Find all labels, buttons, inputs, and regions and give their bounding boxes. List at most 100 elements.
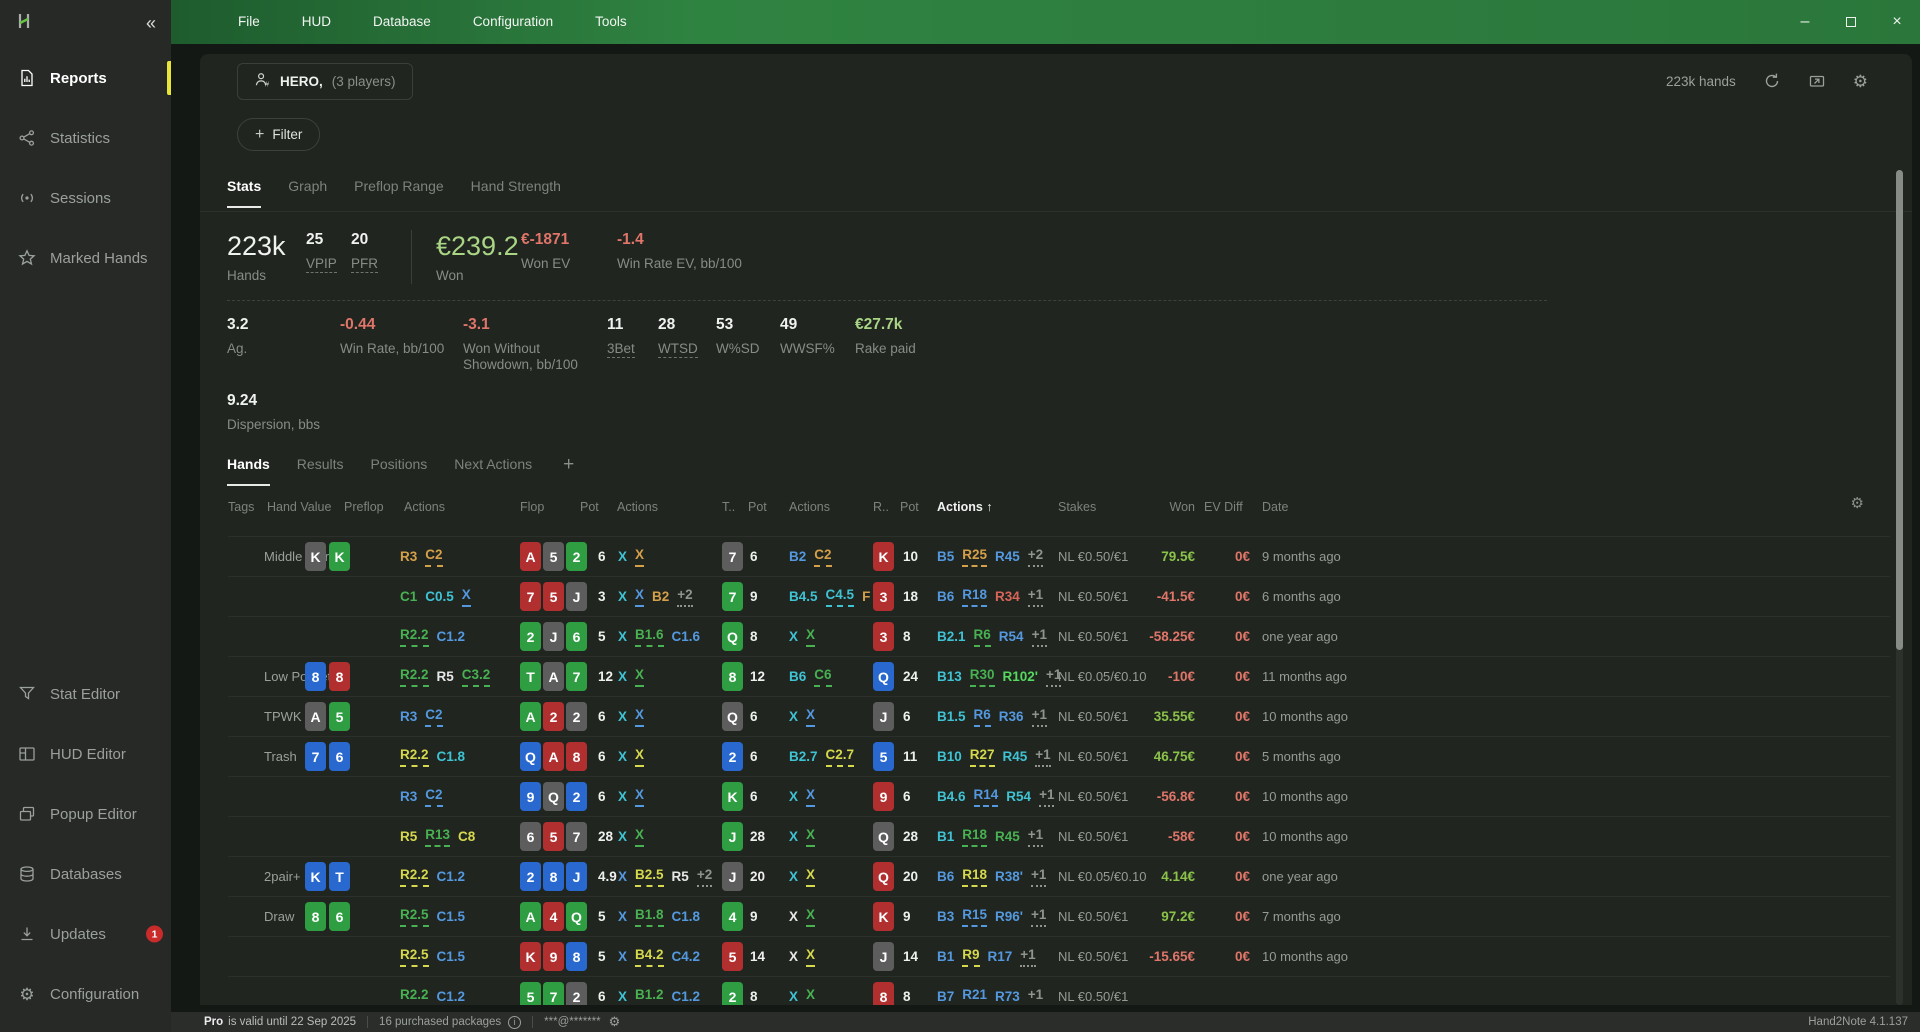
sidebar-item-stat-editor[interactable]: Stat Editor [0,664,171,724]
table-row[interactable]: Trash 7 6 R2.2 C1.8 Q A 8 6 X X 2 6 B2.7 C2.7 5 11 B10 R27… [228,737,1890,777]
account-settings-gear-icon[interactable]: ⚙ [608,1014,621,1029]
column-header-actions[interactable]: Actions [617,500,658,514]
stat-label: Won [436,268,464,283]
column-header-pot[interactable]: Pot [900,500,919,514]
menu-item-tools[interactable]: Tools [595,14,627,29]
sidebar-item-marked-hands[interactable]: Marked Hands [0,228,171,288]
card-Ks: K [305,542,326,571]
menu-item-file[interactable]: File [238,14,260,29]
filter-button[interactable]: + Filter [237,118,321,151]
action-token: C1.5 [436,909,466,924]
column-header-pot[interactable]: Pot [580,500,599,514]
sidebar-item-hud-editor[interactable]: HUD Editor [0,724,171,784]
table-tab-next-actions[interactable]: Next Actions [454,456,533,472]
menu-item-database[interactable]: Database [373,14,431,29]
action-token: B1 [937,949,955,964]
tab-hand-strength[interactable]: Hand Strength [470,178,561,194]
table-row[interactable]: R5 R13 C8 6 5 7 28 X X J 28 X X Q 28 B1 R18 R45 +1 NL €0.50… [228,817,1890,857]
table-row[interactable]: R2.2 C1.2 5 7 2 6 X B1.2 C1.2 2 8 X X 8 8 B7 R21 R73 +1 NL … [228,977,1890,1005]
column-header-hand-value[interactable]: Hand Value [267,500,332,514]
action-token: X [635,547,645,567]
table-row[interactable]: Low Pockets 8 8 R2.2 R5 C3.2 T A 7 12 X X 8 12 B6 C6 Q 24… [228,657,1890,697]
card-5h: 5 [722,942,743,971]
minimize-icon[interactable]: – [1800,13,1810,30]
column-header-stakes[interactable]: Stakes [1058,500,1097,514]
stat-label[interactable]: PFR [351,256,378,273]
action-token: R45 [1002,749,1028,764]
column-header-tags[interactable]: Tags [228,500,255,514]
won-amount: 4.14€ [1161,869,1195,884]
column-header-won[interactable]: Won [1169,500,1195,514]
tab-graph[interactable]: Graph [288,178,328,194]
column-header-flop[interactable]: Flop [520,500,545,514]
table-row[interactable]: R2.2 C1.2 2 J 6 5 X B1.6 C1.6 Q 8 X X 3 8 B2.1 R6 R54 +1 NL… [228,617,1890,657]
menu-item-configuration[interactable]: Configuration [472,14,554,29]
report-header-controls: 223k hands ⚙ [1666,72,1868,90]
table-row[interactable]: Draw 8 6 R2.5 C1.5 A 4 Q 5 X B1.8 C1.8 4 9 X X K 9 B3 R15 R9… [228,897,1890,937]
sidebar-tools-nav: Stat Editor HUD Editor Popup Editor Databas… [0,664,171,1024]
hand-tag: Trash [264,749,297,764]
column-header-actions[interactable]: Actions [404,500,445,514]
card-Qc: Q [722,622,743,651]
flop-pot: 6 [598,749,606,764]
column-header-pot[interactable]: Pot [748,500,767,514]
table-row[interactable]: C1 C0.5 X 7 5 J 3 X X B2 +2 7 9 B4.5 C4.5 F 3 18 B6 R18 R34 +… [228,577,1890,617]
sidebar-item-popup-editor[interactable]: Popup Editor [0,784,171,844]
tab-stats[interactable]: Stats [227,178,262,208]
card-Td: T [329,862,350,891]
action-token: F [862,589,871,604]
report-settings-gear-icon[interactable]: ⚙ [1852,71,1868,91]
sidebar-collapse-icon[interactable]: « [145,12,156,33]
account-label[interactable]: ***@******* [544,1016,601,1028]
column-header-actions[interactable]: Actions ↑ [937,500,993,514]
column-header-ev-diff[interactable]: EV Diff [1204,500,1243,514]
tab-preflop-range[interactable]: Preflop Range [354,178,444,194]
river-pot: 6 [903,709,911,724]
sidebar-item-statistics[interactable]: Statistics [0,108,171,168]
table-row[interactable]: 2pair+ K T R2.2 C1.2 2 8 J 4.9 X B2.5 R5 +2 J 20 X X Q 20 B… [228,857,1890,897]
maximize-icon[interactable] [1828,0,1874,44]
stat-label[interactable]: 3Bet [607,341,635,358]
column-header-actions[interactable]: Actions [789,500,830,514]
hand-date: one year ago [1262,869,1338,884]
popout-icon[interactable] [1808,72,1826,90]
stat-label[interactable]: VPIP [306,256,337,273]
table-row[interactable]: Middle Pair K K R3 C2 A 5 2 6 X X 7 6 B2 C2 K 10 B5 R25 R45… [228,537,1890,577]
table-row[interactable]: R2.5 C1.5 K 9 8 5 X B4.2 C4.2 5 14 X X J 14 B1 R9 R17 +1 NL… [228,937,1890,977]
action-token: R96' [995,909,1024,924]
sidebar-item-label: Sessions [50,189,111,207]
stat-value: -3.1 [463,316,490,333]
card-7s: 7 [566,822,587,851]
add-tab-icon[interactable]: + [563,454,575,475]
player-selector-button[interactable]: # HERO, (3 players) [237,63,413,100]
close-icon[interactable]: × [1892,13,1902,30]
table-tab-hands[interactable]: Hands [227,456,270,486]
sidebar-item-configuration[interactable]: ⚙ Configuration [0,964,171,1024]
scrollbar-thumb[interactable] [1896,170,1903,650]
packages-label[interactable]: 16 purchased packages [379,1016,502,1028]
action-token: R25 [962,547,988,567]
menu-item-hud[interactable]: HUD [301,14,332,29]
sidebar-item-updates[interactable]: Updates 1 [0,904,171,964]
table-tab-results[interactable]: Results [296,456,344,472]
table-row[interactable]: R3 C2 9 Q 2 6 X X K 6 X X 9 6 B4.6 R14 R54 +1 NL €0.50/€1-… [228,777,1890,817]
card-5c: 5 [520,982,541,1005]
flop-pot: 4.9 [598,869,617,884]
column-header-r-[interactable]: R.. [873,500,889,514]
action-token: +2 [1027,547,1044,567]
action-token: R102' [1002,669,1039,684]
sidebar-item-reports[interactable]: Reports [0,48,171,108]
table-tab-positions[interactable]: Positions [370,456,428,472]
info-icon[interactable]: i [508,1015,522,1029]
table-row[interactable]: TPWK A 5 R3 C2 A 2 2 6 X X Q 6 X X J 6 B1.5 R6 R36 +1 NL €0.5… [228,697,1890,737]
stat-label[interactable]: WTSD [658,341,698,358]
sidebar-item-sessions[interactable]: Sessions [0,168,171,228]
turn-card: 2 [722,742,743,771]
column-header-t-[interactable]: T.. [722,500,736,514]
column-header-preflop[interactable]: Preflop [344,500,384,514]
refresh-icon[interactable] [1763,72,1781,90]
sidebar-item-databases[interactable]: Databases [0,844,171,904]
table-settings-gear-icon[interactable]: ⚙ [1850,495,1864,512]
column-header-date[interactable]: Date [1262,500,1289,514]
